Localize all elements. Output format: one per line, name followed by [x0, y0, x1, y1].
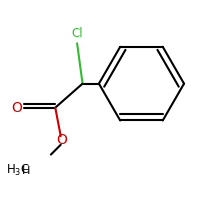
Text: O: O: [11, 101, 22, 115]
Text: Cl: Cl: [71, 27, 83, 40]
Text: H$_3$C: H$_3$C: [6, 163, 30, 178]
Text: O: O: [56, 133, 67, 147]
Text: H: H: [22, 166, 30, 176]
